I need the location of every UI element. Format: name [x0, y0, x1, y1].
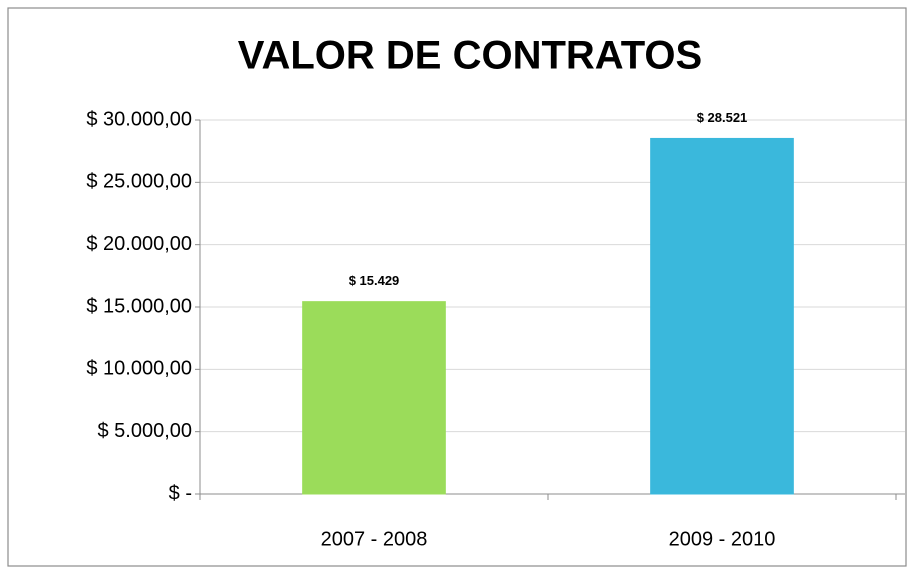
y-tick-label: $ 20.000,00 — [86, 233, 192, 255]
y-tick-label: $ 5.000,00 — [97, 420, 192, 442]
bar — [302, 301, 446, 495]
x-tick-label: 2007 - 2008 — [321, 528, 428, 550]
y-tick-label: $ 30.000,00 — [86, 108, 192, 130]
y-tick-label: $ 25.000,00 — [86, 171, 192, 193]
y-tick-label: $ 10.000,00 — [86, 358, 192, 380]
bar — [650, 137, 794, 495]
x-tick-label: 2009 - 2010 — [669, 528, 776, 550]
y-tick-label: $ 15.000,00 — [86, 295, 192, 317]
value-label: $ 28.521 — [697, 110, 748, 125]
y-tick-label: $ - — [169, 482, 192, 504]
chart-title: VALOR DE CONTRATOS — [238, 34, 702, 78]
value-label: $ 15.429 — [349, 273, 400, 288]
